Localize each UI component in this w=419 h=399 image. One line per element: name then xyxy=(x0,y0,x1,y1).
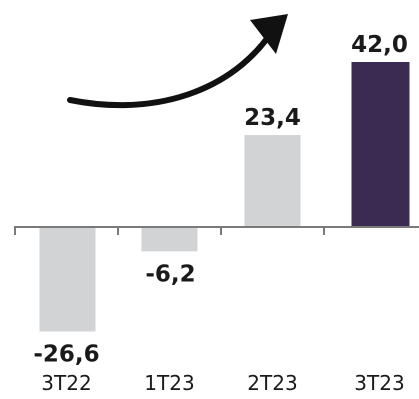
category-label-3t22: 3T22 xyxy=(41,371,91,395)
bars-group xyxy=(39,62,410,332)
category-labels-group: 3T22 1T23 2T23 3T23 xyxy=(41,371,404,395)
value-label-3t22: -26,6 xyxy=(33,342,99,368)
bar-2t23 xyxy=(244,135,301,227)
bar-1t23 xyxy=(141,227,198,252)
value-label-2t23: 23,4 xyxy=(244,105,301,131)
curved-up-arrow-icon xyxy=(67,14,288,109)
bar-3t22 xyxy=(39,227,96,332)
value-label-3t23: 42,0 xyxy=(351,32,408,58)
value-labels-group: -26,6 -6,2 23,4 42,0 xyxy=(33,32,408,368)
category-label-1t23: 1T23 xyxy=(144,371,194,395)
bar-3t23 xyxy=(351,62,410,227)
category-label-3t23: 3T23 xyxy=(354,371,404,395)
value-label-1t23: -6,2 xyxy=(145,261,195,287)
category-label-2t23: 2T23 xyxy=(247,371,297,395)
x-axis-ticks xyxy=(14,227,325,235)
